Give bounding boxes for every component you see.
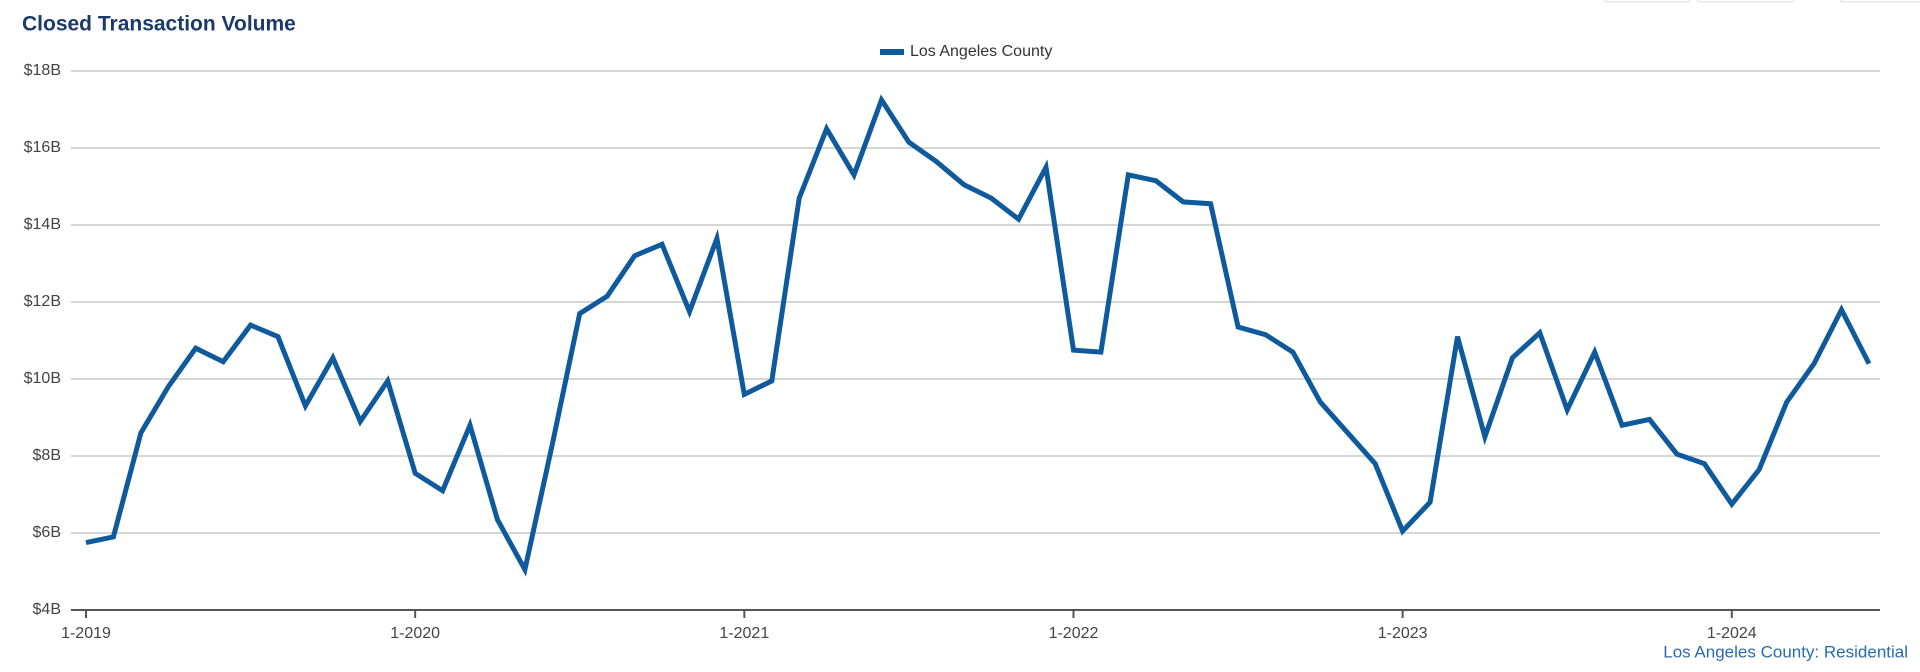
y-tick-label: $4B [33,601,61,618]
legend-swatch [880,49,904,55]
y-tick-label: $16B [24,139,61,156]
x-tick-label: 1-2021 [719,625,769,642]
y-tick-label: $10B [24,370,61,387]
x-tick-label: 1-2022 [1049,625,1099,642]
series-line [85,94,1872,577]
y-tick-label: $18B [24,62,61,79]
chart-note: Los Angeles County: Residential [1663,642,1908,661]
chart-title: Closed Transaction Volume [22,13,296,36]
toolbar-button[interactable] [1603,0,1691,3]
x-tick-label: 1-2024 [1707,625,1757,642]
x-tick-label: 1-2019 [61,625,111,642]
y-tick-label: $14B [24,216,61,233]
toolbar-button[interactable] [1696,0,1794,3]
y-tick-label: $8B [33,447,61,464]
x-tick-label: 1-2020 [390,625,440,642]
toolbar-button[interactable] [1839,0,1920,3]
y-tick-label: $6B [33,524,61,541]
x-tick-label: 1-2023 [1378,625,1428,642]
legend-label: Los Angeles County [910,43,1052,60]
y-tick-label: $12B [24,293,61,310]
